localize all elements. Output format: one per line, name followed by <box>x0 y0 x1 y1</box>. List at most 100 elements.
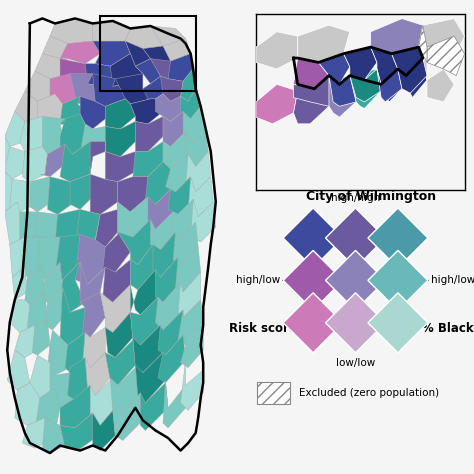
Polygon shape <box>92 410 115 450</box>
Polygon shape <box>22 418 50 448</box>
Polygon shape <box>110 368 140 415</box>
Polygon shape <box>5 172 17 212</box>
Polygon shape <box>155 282 183 330</box>
Polygon shape <box>47 177 75 214</box>
Polygon shape <box>32 320 50 355</box>
Polygon shape <box>423 58 454 102</box>
Polygon shape <box>60 287 85 345</box>
Polygon shape <box>82 328 105 368</box>
Text: low/low: low/low <box>336 358 375 368</box>
Polygon shape <box>7 350 30 390</box>
Polygon shape <box>350 69 381 102</box>
Polygon shape <box>329 76 356 106</box>
Polygon shape <box>75 210 100 255</box>
Polygon shape <box>326 293 385 353</box>
Polygon shape <box>150 212 175 249</box>
Polygon shape <box>136 117 163 152</box>
Polygon shape <box>130 99 163 124</box>
Polygon shape <box>136 59 161 84</box>
Text: Risk score: Risk score <box>229 322 297 335</box>
Polygon shape <box>130 245 155 290</box>
Polygon shape <box>20 212 40 247</box>
Polygon shape <box>95 202 118 247</box>
Polygon shape <box>75 235 105 285</box>
Text: high/low: high/low <box>431 275 474 285</box>
Polygon shape <box>188 177 213 217</box>
Polygon shape <box>163 131 188 169</box>
Polygon shape <box>40 262 63 302</box>
Polygon shape <box>40 144 65 177</box>
Polygon shape <box>90 174 118 214</box>
Polygon shape <box>20 117 47 152</box>
Text: high/low: high/low <box>236 275 280 285</box>
Polygon shape <box>103 232 130 272</box>
Polygon shape <box>392 47 423 76</box>
Polygon shape <box>45 287 67 330</box>
Polygon shape <box>60 41 100 64</box>
Polygon shape <box>35 54 70 79</box>
Polygon shape <box>153 232 178 277</box>
Polygon shape <box>105 340 136 385</box>
Polygon shape <box>12 267 27 300</box>
Polygon shape <box>65 332 85 373</box>
Polygon shape <box>143 46 175 66</box>
Polygon shape <box>283 208 343 268</box>
Polygon shape <box>30 355 55 398</box>
Polygon shape <box>181 89 201 119</box>
Polygon shape <box>293 76 329 106</box>
Polygon shape <box>15 325 37 357</box>
Polygon shape <box>35 388 60 438</box>
Polygon shape <box>43 418 65 453</box>
Polygon shape <box>323 76 356 117</box>
Polygon shape <box>158 335 186 383</box>
Polygon shape <box>344 47 377 80</box>
Text: high/high: high/high <box>331 193 380 203</box>
Polygon shape <box>326 208 385 268</box>
Polygon shape <box>148 189 173 229</box>
Polygon shape <box>368 208 428 268</box>
Polygon shape <box>371 18 423 54</box>
Polygon shape <box>10 300 35 332</box>
Polygon shape <box>60 142 92 182</box>
Polygon shape <box>105 121 136 156</box>
Polygon shape <box>67 357 90 400</box>
Polygon shape <box>175 247 201 292</box>
Polygon shape <box>15 91 43 121</box>
Polygon shape <box>5 202 25 245</box>
Polygon shape <box>110 54 143 86</box>
Polygon shape <box>377 63 406 102</box>
Polygon shape <box>50 18 92 44</box>
Polygon shape <box>150 59 175 79</box>
Polygon shape <box>60 385 92 428</box>
Text: City of Wilmington: City of Wilmington <box>306 190 436 203</box>
Polygon shape <box>163 111 186 146</box>
Polygon shape <box>113 393 143 440</box>
Polygon shape <box>60 96 90 127</box>
Polygon shape <box>130 270 158 315</box>
Polygon shape <box>92 41 130 66</box>
Polygon shape <box>92 21 130 44</box>
Polygon shape <box>5 146 25 179</box>
Polygon shape <box>85 353 110 395</box>
Polygon shape <box>398 58 427 93</box>
Polygon shape <box>5 137 10 167</box>
Polygon shape <box>5 111 25 146</box>
Polygon shape <box>80 124 105 156</box>
Polygon shape <box>50 73 80 104</box>
Polygon shape <box>30 177 55 212</box>
Polygon shape <box>326 250 385 310</box>
Polygon shape <box>319 54 350 84</box>
Polygon shape <box>100 285 130 332</box>
Bar <box>257 383 290 404</box>
Polygon shape <box>168 54 193 81</box>
Polygon shape <box>37 94 65 127</box>
Polygon shape <box>22 146 47 182</box>
Polygon shape <box>43 36 80 59</box>
Polygon shape <box>25 71 55 101</box>
Polygon shape <box>125 41 150 66</box>
Polygon shape <box>158 310 183 355</box>
Polygon shape <box>60 413 95 450</box>
Polygon shape <box>27 292 47 332</box>
Polygon shape <box>293 58 329 89</box>
Polygon shape <box>165 154 191 192</box>
